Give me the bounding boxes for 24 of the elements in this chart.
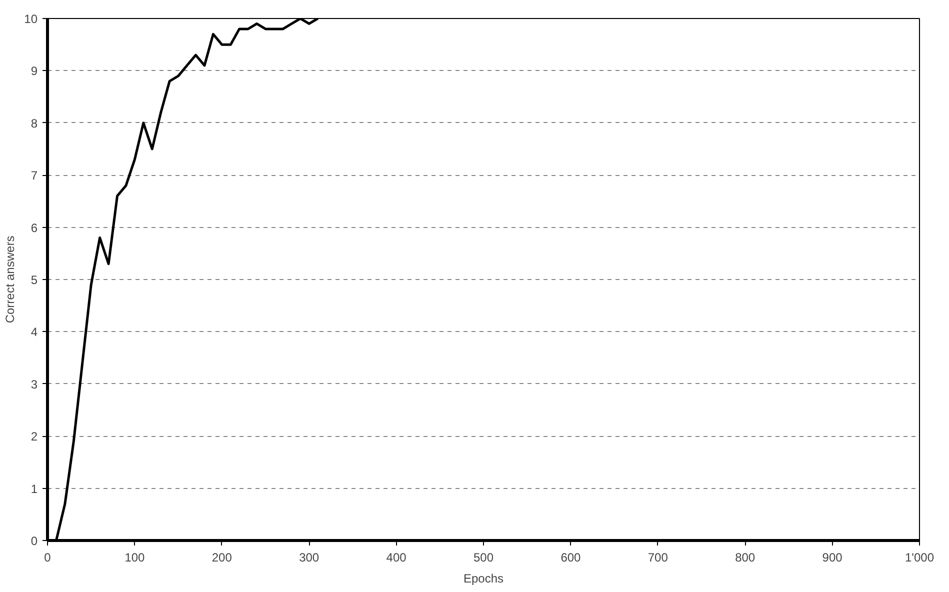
x-tick-label: 1'000 [905,550,934,564]
y-tick-label: 9 [30,64,38,78]
x-tick-label: 800 [735,550,756,564]
x-tick-label: 500 [473,550,494,564]
y-tick-label: 3 [30,377,38,392]
y-axis-title: Correct answers [3,236,18,324]
y-tick-label: 2 [30,430,38,444]
y-tick-label: 6 [30,220,38,235]
x-tick-label: 100 [124,550,146,564]
x-tick-label: 700 [648,550,668,564]
x-tick-label: 400 [386,550,407,564]
y-tick-label: 0 [30,534,38,548]
y-tick-label: 5 [30,273,38,287]
x-tick-label: 300 [299,550,320,564]
x-axis-title: Epochs [463,572,504,586]
y-tick-label: 10 [24,12,38,26]
x-tick-label: 600 [560,550,582,564]
y-tick-label: 1 [30,482,38,496]
y-tick-label: 8 [30,116,38,130]
x-tick-label: 0 [44,550,52,564]
x-tick-label: 200 [212,550,232,564]
y-tick-label: 4 [30,325,38,340]
x-tick-label: 900 [822,550,843,564]
y-tick-label: 7 [30,168,38,183]
